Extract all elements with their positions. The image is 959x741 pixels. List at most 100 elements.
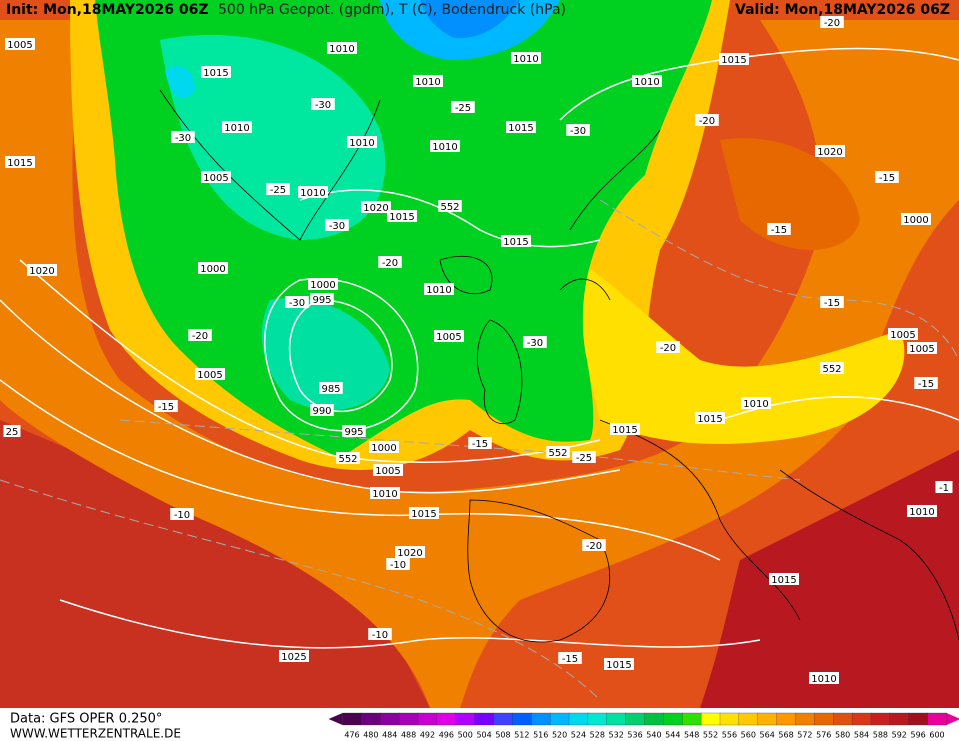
label-box: [438, 200, 462, 212]
label-box: [279, 650, 309, 662]
colorbar-label: 532: [609, 731, 624, 740]
label-box: [373, 464, 403, 476]
label-box: [308, 278, 338, 290]
label-box: [266, 183, 290, 195]
contour-label: 1010: [372, 489, 397, 500]
contour-label: -20: [586, 541, 602, 552]
label-box: [387, 210, 417, 222]
colorbar-label: 584: [854, 731, 869, 740]
colorbar-arrow: [946, 713, 959, 725]
contour-label: -30: [570, 126, 586, 137]
contour-label: 1005: [197, 370, 222, 381]
label-box: [395, 546, 425, 558]
label-box: [430, 140, 460, 152]
contour-label: 1015: [721, 55, 746, 66]
mid-region: [0, 20, 959, 708]
label-box: [901, 213, 931, 225]
colorbar-swatch: [399, 712, 419, 726]
colorbar-swatch: [889, 712, 910, 726]
colorbar-swatch: [361, 712, 381, 726]
contour-label: 1005: [375, 466, 400, 477]
data-source: Data: GFS OPER 0.250°: [10, 712, 162, 727]
label-box: [378, 256, 402, 268]
label-box: [361, 201, 391, 213]
colorbar-swatch: [644, 712, 665, 726]
colorbar-label: 528: [590, 731, 605, 740]
warm-region: [0, 420, 430, 708]
colorbar-label: 588: [873, 731, 888, 740]
colorbar-label: 476: [344, 731, 359, 740]
colorbar-label: 524: [571, 731, 586, 740]
label-box: [369, 441, 399, 453]
label-box: [195, 368, 225, 380]
label-box: [327, 42, 357, 54]
colorbar-label: 484: [382, 731, 397, 740]
cold-core: [165, 66, 195, 99]
contour-label: -15: [824, 298, 840, 309]
colorbar-label: 600: [929, 731, 944, 740]
colorbar-label: 568: [778, 731, 793, 740]
label-box: [336, 452, 360, 464]
map-title: 500 hPa Geopot. (gpdm), T (C), Bodendruc…: [218, 2, 566, 18]
label-box: [809, 672, 839, 684]
contour-label: -30: [527, 338, 543, 349]
contour-label: 1015: [203, 68, 228, 79]
label-box: [201, 66, 231, 78]
colorbar: 476 480 484 488 492 496 500 504 508 512 516 520 524 5…: [328, 712, 959, 740]
colorbar-label: 572: [797, 731, 812, 740]
colorbar-swatch: [870, 712, 891, 726]
label-box: [413, 75, 443, 87]
contour-label: -25: [270, 185, 286, 196]
contour-label: 1010: [426, 285, 451, 296]
cold-region: [160, 34, 386, 241]
contour-label: 1010: [743, 399, 768, 410]
contour-label: -30: [315, 100, 331, 111]
label-box: [188, 329, 212, 341]
contour-labels: 100510151020101010151010101010101015-20-…: [3, 16, 953, 685]
contour-label: -20: [192, 331, 208, 342]
contour-label: -25: [455, 103, 471, 114]
label-box: [695, 114, 719, 126]
label-box: [5, 156, 35, 168]
contour-label: 1015: [503, 237, 528, 248]
label-box: [201, 171, 231, 183]
colorbar-swatch: [682, 712, 702, 726]
colorbar-swatch: [700, 712, 721, 726]
label-box: [386, 558, 410, 570]
label-box: [325, 219, 349, 231]
contour-label: 552: [338, 454, 357, 465]
label-box: [424, 283, 454, 295]
contour-label: -15: [158, 402, 174, 413]
label-box: [558, 652, 582, 664]
valid-time: Valid: Mon,18MAY2026 06Z: [735, 2, 950, 18]
contour-label: 1010: [811, 674, 836, 685]
contour-label: 1015: [389, 212, 414, 223]
colorbar-label: 580: [835, 731, 850, 740]
contour-label: 1005: [203, 173, 228, 184]
label-box: [695, 412, 725, 424]
colorbar-label: 500: [458, 731, 473, 740]
label-box: [501, 235, 531, 247]
colorbar-swatch: [587, 712, 608, 726]
contour-label: 1010: [300, 188, 325, 199]
colorbar-swatch: [757, 712, 778, 726]
colorbar-label: 556: [722, 731, 737, 740]
contour-label: 1005: [436, 332, 461, 343]
contour-label: 1015: [411, 509, 436, 520]
contour-label: -1: [939, 483, 949, 494]
contour-label: -30: [175, 133, 191, 144]
colorbar-swatch: [531, 712, 551, 726]
contour-label: 1020: [363, 203, 388, 214]
label-box: [170, 508, 194, 520]
contour-label: 1000: [200, 264, 225, 275]
contour-label: 995: [312, 295, 331, 306]
contour-label: -10: [174, 510, 190, 521]
colorbar-label: 576: [816, 731, 831, 740]
coastlines: [159, 89, 959, 643]
label-box: [767, 223, 791, 235]
colorbar-label: 516: [533, 731, 548, 740]
label-box: [506, 121, 536, 133]
colorbar-label: 508: [495, 731, 510, 740]
warm-region: [700, 450, 959, 708]
